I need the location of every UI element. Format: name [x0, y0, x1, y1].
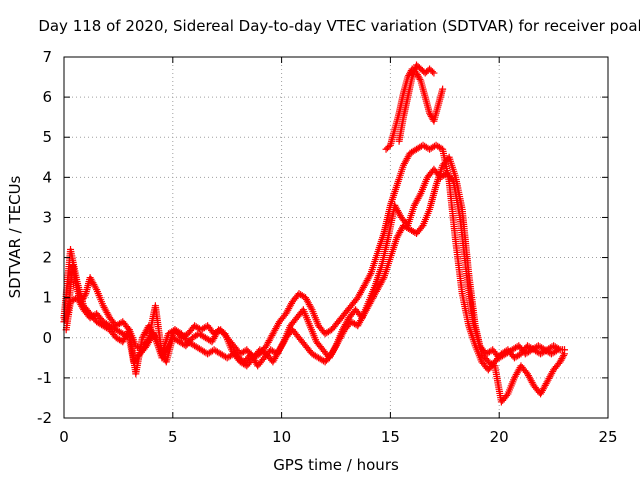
- y-tick-label: 2: [42, 249, 52, 267]
- y-tick-label: 5: [42, 128, 52, 146]
- x-tick-label: 25: [598, 428, 617, 446]
- data-point: [560, 350, 568, 358]
- marker-trail: [416, 75, 424, 83]
- axis-ticks: 0 5 10 15 20 25 -2 -1 0 1 2 3 4 5 6 7: [37, 48, 618, 446]
- y-axis-label: SDTVAR / TECUs: [6, 175, 24, 298]
- grid-lines: [64, 57, 608, 418]
- x-tick-label: 10: [272, 428, 291, 446]
- series-track-e: [395, 61, 438, 145]
- x-tick-label: 15: [381, 428, 400, 446]
- marker-trail: [241, 347, 249, 355]
- marker-trail: [366, 271, 374, 279]
- x-tick-label: 20: [490, 428, 509, 446]
- data-point: [439, 85, 447, 93]
- marker-trail: [92, 284, 100, 292]
- data-point: [430, 69, 438, 77]
- y-tick-label: 1: [42, 289, 52, 307]
- series-track-b: [62, 165, 568, 370]
- marker-trail: [411, 228, 419, 236]
- y-tick-label: 4: [42, 168, 52, 186]
- y-tick-label: -1: [37, 369, 52, 387]
- marker-trail: [513, 343, 521, 351]
- y-tick-label: 0: [42, 329, 52, 347]
- y-tick-label: 7: [42, 48, 52, 66]
- marker-trail: [416, 191, 424, 199]
- marker-trail: [428, 68, 436, 76]
- marker-trail: [552, 347, 560, 355]
- marker-trail: [228, 351, 236, 359]
- marker-trail: [241, 361, 249, 369]
- marker-trail: [150, 332, 158, 340]
- x-tick-label: 0: [59, 428, 69, 446]
- x-axis-label: GPS time / hours: [273, 456, 399, 474]
- marker-trail: [307, 304, 315, 312]
- y-tick-label: 6: [42, 88, 52, 106]
- chart-title: Day 118 of 2020, Sidereal Day-to-day VTE…: [38, 17, 640, 35]
- marker-trail: [202, 323, 210, 331]
- marker-trail: [560, 351, 568, 359]
- x-tick-label: 5: [168, 428, 178, 446]
- marker-trail: [379, 275, 387, 283]
- marker-trail: [503, 392, 511, 400]
- marker-trail: [117, 319, 125, 327]
- y-tick-label: -2: [37, 409, 52, 427]
- marker-trail: [319, 357, 327, 365]
- marker-trail: [441, 170, 449, 178]
- series-track-c: [60, 153, 568, 406]
- y-tick-label: 3: [42, 208, 52, 226]
- marker-trail: [180, 341, 188, 349]
- marker-trail: [418, 223, 426, 231]
- marker-trail: [487, 347, 495, 355]
- plot-frame: [63, 56, 609, 419]
- marker-trail: [164, 344, 172, 352]
- data-points: [60, 61, 568, 406]
